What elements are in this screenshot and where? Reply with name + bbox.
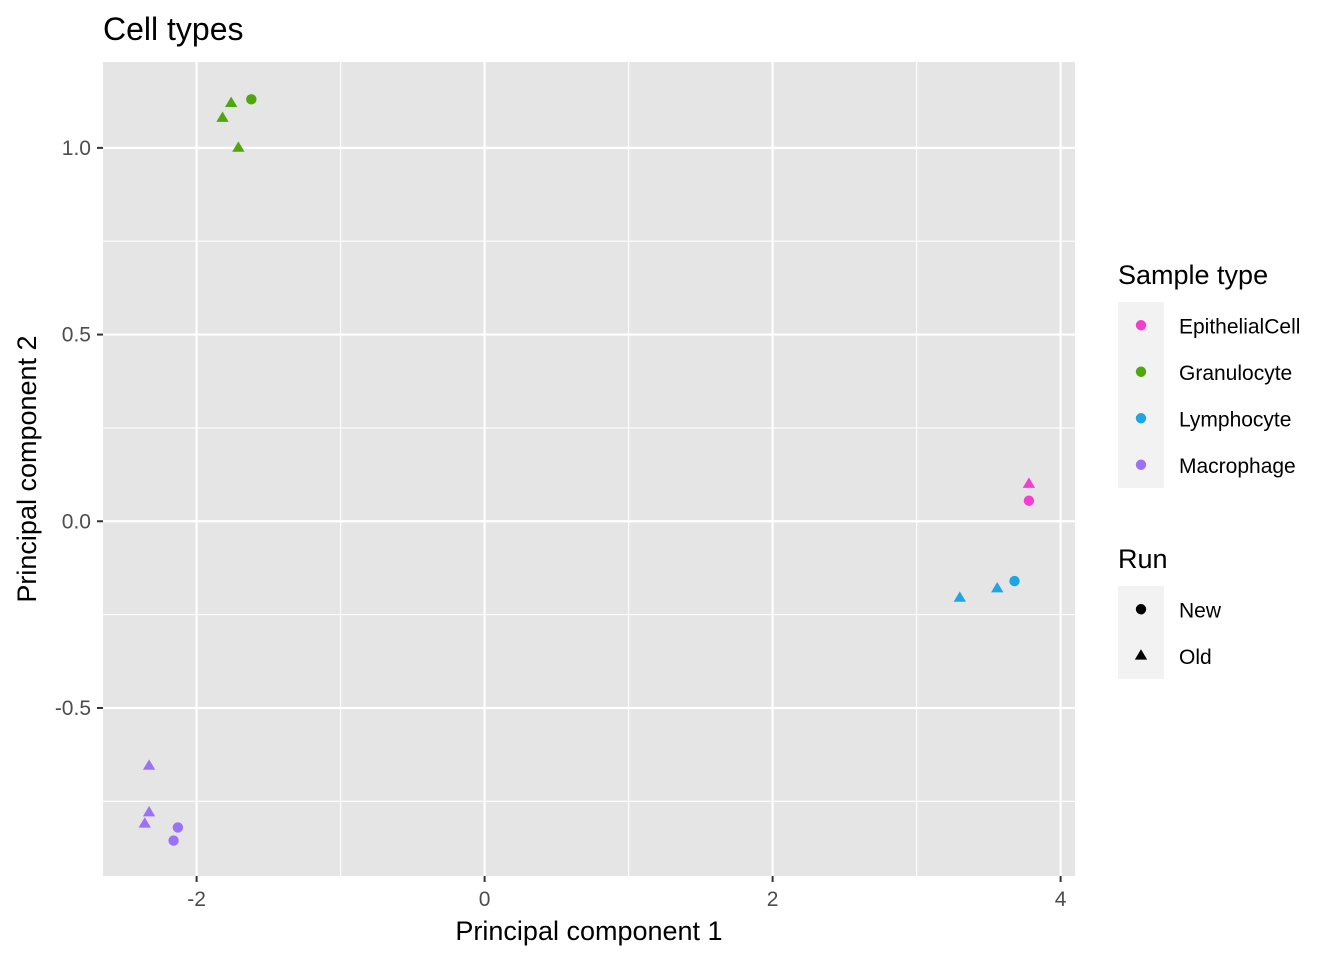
legend-key	[1135, 320, 1147, 331]
legend-key	[1135, 459, 1147, 470]
y-tick-label: 1.0	[62, 137, 91, 160]
legend-label: Lymphocyte	[1179, 408, 1291, 431]
x-axis-label: Principal component 1	[455, 916, 722, 946]
plot-panel	[103, 62, 1075, 876]
legend-key-background	[1118, 586, 1164, 679]
data-point	[1023, 495, 1035, 506]
chart-title: Cell types	[103, 11, 244, 47]
x-tick-label: 0	[479, 888, 491, 911]
x-tick-label: 4	[1055, 888, 1067, 911]
x-axis-ticks: -2 0 2 4	[187, 876, 1067, 911]
data-point	[216, 111, 229, 122]
legend-title: Sample type	[1118, 260, 1268, 290]
legend-key	[1134, 649, 1148, 660]
y-tick-label: 0.0	[62, 510, 91, 533]
legend-label: Macrophage	[1179, 455, 1296, 478]
grid-major	[103, 62, 1075, 876]
legend-title: Run	[1118, 544, 1168, 574]
data-point	[142, 806, 156, 817]
data-points	[138, 94, 1036, 846]
y-tick-label: -0.5	[55, 697, 91, 720]
data-point	[224, 96, 238, 107]
y-axis-label: Principal component 2	[12, 335, 42, 602]
legends: Sample type EpithelialCell Granulocyte Lymp…	[1118, 260, 1300, 679]
y-axis-ticks: -0.5 0.0 0.5 1.0	[55, 137, 103, 720]
x-tick-label: -2	[187, 888, 206, 911]
x-tick-label: 2	[767, 888, 779, 911]
legend-key-background	[1118, 302, 1164, 488]
data-point	[142, 759, 156, 770]
y-tick-label: 0.5	[62, 324, 91, 347]
legend-label: Old	[1179, 646, 1212, 669]
legend-label: New	[1179, 599, 1222, 622]
data-point	[953, 591, 966, 602]
grid-minor	[103, 62, 1075, 876]
legend-key	[1135, 366, 1147, 377]
data-point	[232, 141, 245, 152]
legend-key	[1135, 413, 1147, 424]
legend-label: Granulocyte	[1179, 362, 1292, 385]
data-point	[168, 835, 179, 846]
data-point	[1009, 575, 1020, 587]
legend-key	[1135, 604, 1147, 615]
data-point	[172, 822, 184, 833]
data-point	[246, 94, 257, 105]
data-point	[991, 581, 1004, 593]
legend-label: EpithelialCell	[1179, 315, 1300, 338]
data-point	[1022, 477, 1036, 488]
data-point	[138, 817, 151, 828]
